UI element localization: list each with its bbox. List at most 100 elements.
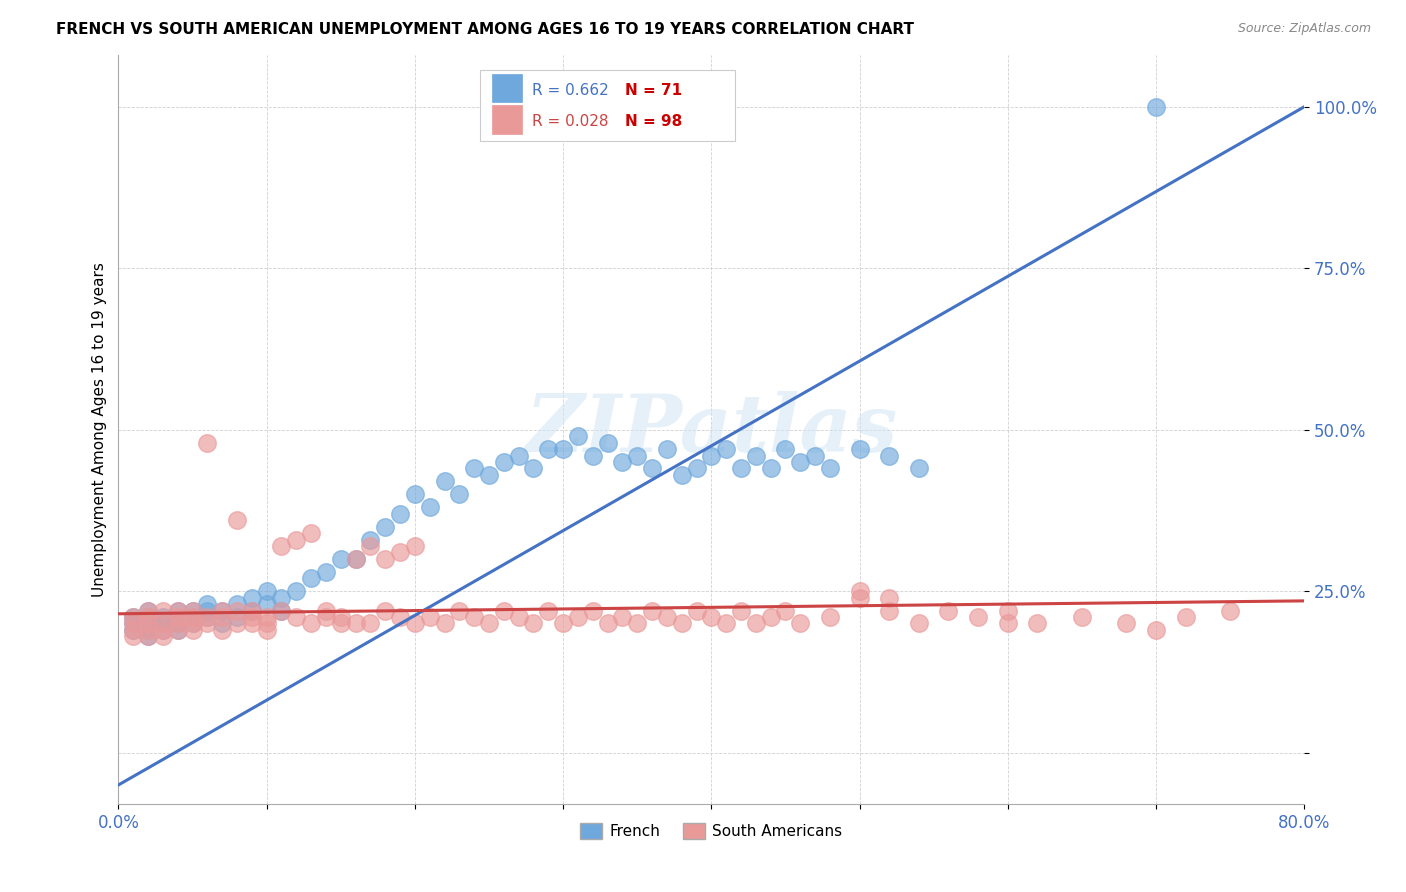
Point	[449, 487, 471, 501]
Point	[211, 616, 233, 631]
Point	[818, 610, 841, 624]
Point	[122, 610, 145, 624]
Point	[359, 533, 381, 547]
Point	[226, 610, 249, 624]
Point	[166, 610, 188, 624]
Point	[997, 603, 1019, 617]
Point	[492, 603, 515, 617]
Text: R = 0.662: R = 0.662	[533, 83, 609, 98]
Point	[596, 435, 619, 450]
Point	[359, 616, 381, 631]
Point	[136, 610, 159, 624]
Point	[818, 461, 841, 475]
Point	[181, 623, 204, 637]
Point	[136, 610, 159, 624]
Point	[685, 461, 707, 475]
Text: ZIPatlas: ZIPatlas	[526, 391, 897, 468]
Point	[240, 610, 263, 624]
Point	[166, 616, 188, 631]
Point	[122, 616, 145, 631]
Point	[775, 603, 797, 617]
Point	[195, 610, 218, 624]
Point	[877, 591, 900, 605]
Point	[166, 603, 188, 617]
Point	[789, 616, 811, 631]
Y-axis label: Unemployment Among Ages 16 to 19 years: Unemployment Among Ages 16 to 19 years	[93, 262, 107, 597]
Point	[181, 616, 204, 631]
Point	[240, 603, 263, 617]
Point	[1174, 610, 1197, 624]
Point	[389, 507, 412, 521]
Point	[1115, 616, 1137, 631]
Point	[641, 461, 664, 475]
Point	[759, 461, 782, 475]
Point	[967, 610, 990, 624]
Point	[285, 610, 308, 624]
Point	[315, 603, 337, 617]
Point	[877, 603, 900, 617]
Point	[166, 623, 188, 637]
Point	[240, 591, 263, 605]
Point	[181, 616, 204, 631]
Point	[240, 616, 263, 631]
Point	[166, 603, 188, 617]
Point	[449, 603, 471, 617]
Point	[256, 610, 278, 624]
Point	[508, 610, 530, 624]
Point	[152, 603, 174, 617]
Point	[181, 610, 204, 624]
Text: N = 71: N = 71	[624, 83, 682, 98]
Point	[404, 616, 426, 631]
Point	[285, 584, 308, 599]
Point	[211, 623, 233, 637]
Point	[419, 500, 441, 515]
Point	[775, 442, 797, 456]
Point	[612, 455, 634, 469]
Point	[374, 603, 396, 617]
Point	[299, 526, 322, 541]
Point	[181, 603, 204, 617]
Point	[463, 461, 485, 475]
Point	[582, 603, 605, 617]
Legend: French, South Americans: French, South Americans	[574, 817, 848, 846]
Point	[626, 616, 648, 631]
Point	[136, 603, 159, 617]
Point	[522, 616, 544, 631]
Point	[938, 603, 960, 617]
Text: R = 0.028: R = 0.028	[533, 114, 609, 129]
Point	[374, 552, 396, 566]
Point	[211, 603, 233, 617]
Point	[1144, 100, 1167, 114]
Point	[136, 616, 159, 631]
Point	[848, 591, 870, 605]
Point	[700, 449, 723, 463]
Point	[256, 623, 278, 637]
Point	[478, 467, 501, 482]
Point	[226, 597, 249, 611]
Point	[745, 449, 768, 463]
Point	[1219, 603, 1241, 617]
Point	[344, 552, 367, 566]
Text: FRENCH VS SOUTH AMERICAN UNEMPLOYMENT AMONG AGES 16 TO 19 YEARS CORRELATION CHAR: FRENCH VS SOUTH AMERICAN UNEMPLOYMENT AM…	[56, 22, 914, 37]
Point	[226, 513, 249, 527]
Point	[256, 584, 278, 599]
Point	[671, 616, 693, 631]
Point	[553, 442, 575, 456]
Point	[240, 603, 263, 617]
Point	[329, 552, 352, 566]
Point	[389, 545, 412, 559]
Point	[270, 539, 292, 553]
Point	[1144, 623, 1167, 637]
Point	[152, 616, 174, 631]
Point	[122, 623, 145, 637]
Text: Source: ZipAtlas.com: Source: ZipAtlas.com	[1237, 22, 1371, 36]
Point	[848, 584, 870, 599]
Point	[136, 629, 159, 643]
Point	[419, 610, 441, 624]
Point	[329, 610, 352, 624]
Point	[374, 519, 396, 533]
Point	[256, 597, 278, 611]
Point	[655, 610, 678, 624]
Point	[522, 461, 544, 475]
Point	[285, 533, 308, 547]
